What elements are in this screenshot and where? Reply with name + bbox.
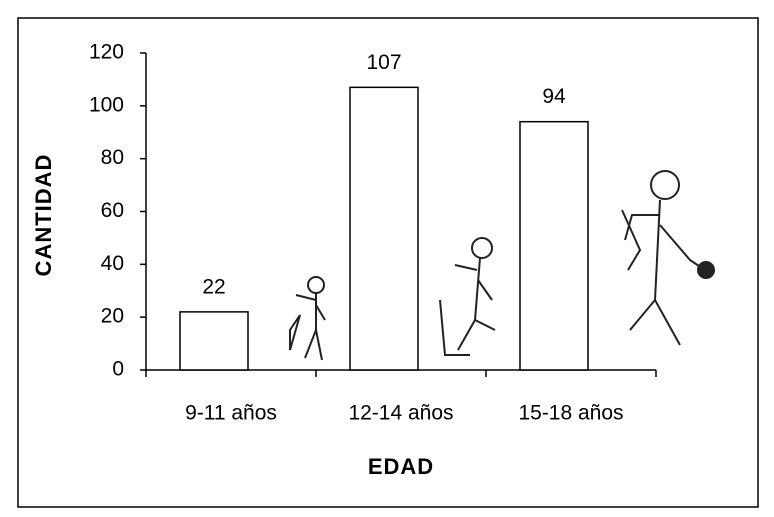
bar	[350, 87, 418, 370]
y-axis-title: CANTIDAD	[31, 154, 56, 277]
y-tick-label: 80	[101, 146, 124, 169]
x-tick-label: 15-18 años	[518, 402, 623, 425]
x-tick-label: 12-14 años	[348, 402, 453, 425]
y-tick-label: 120	[89, 41, 124, 64]
x-axis-title: EDAD	[368, 454, 434, 479]
page: {"chart_data": {"type": "bar", "categori…	[0, 0, 774, 517]
y-tick-label: 20	[101, 305, 124, 328]
bar	[180, 312, 248, 370]
y-tick-label: 60	[101, 199, 124, 222]
y-tick-label: 0	[112, 358, 124, 381]
y-tick-label: 40	[101, 252, 124, 275]
value-label: 22	[202, 275, 225, 298]
bar	[520, 122, 588, 370]
y-tick-label: 100	[89, 93, 124, 116]
value-label: 94	[542, 85, 566, 108]
value-label: 107	[366, 51, 401, 74]
chart: CANTIDAD EDAD 0 20 40 60 80 100 120 9-11 años 22…	[0, 0, 774, 517]
x-tick-label: 9-11 años	[185, 402, 277, 425]
